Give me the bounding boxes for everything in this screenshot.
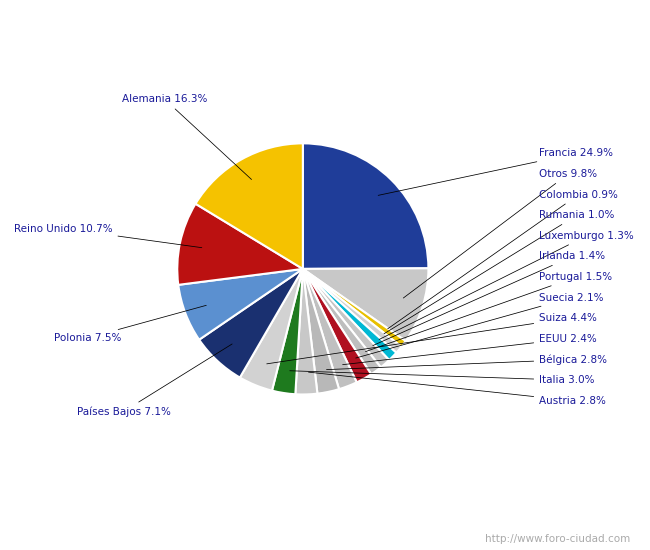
Wedge shape [272, 269, 303, 394]
Wedge shape [303, 269, 371, 382]
Wedge shape [303, 269, 389, 367]
Wedge shape [303, 269, 396, 360]
Text: http://www.foro-ciudad.com: http://www.foro-ciudad.com [486, 534, 630, 544]
Text: Italia 3.0%: Italia 3.0% [290, 371, 595, 385]
Text: Colombia 0.9%: Colombia 0.9% [387, 190, 618, 329]
Text: Otros 9.8%: Otros 9.8% [403, 169, 597, 298]
Wedge shape [303, 269, 357, 389]
Text: Alemania 16.3%: Alemania 16.3% [122, 94, 252, 179]
Text: Cullera - Turistas extranjeros según país - Abril de 2024: Cullera - Turistas extranjeros según paí… [133, 16, 517, 31]
Wedge shape [177, 204, 303, 285]
Text: Irlanda 1.4%: Irlanda 1.4% [373, 251, 605, 345]
Text: Francia 24.9%: Francia 24.9% [378, 148, 613, 195]
Text: Suiza 4.4%: Suiza 4.4% [266, 314, 597, 364]
Wedge shape [303, 144, 428, 269]
Wedge shape [196, 144, 303, 269]
Wedge shape [178, 269, 303, 340]
Text: Suecia 2.1%: Suecia 2.1% [356, 293, 604, 358]
Text: Portugal 1.5%: Portugal 1.5% [365, 272, 612, 351]
Wedge shape [303, 269, 339, 394]
Text: Polonia 7.5%: Polonia 7.5% [53, 305, 206, 343]
Text: Austria 2.8%: Austria 2.8% [309, 372, 606, 406]
Wedge shape [295, 269, 317, 394]
Wedge shape [240, 269, 303, 390]
Text: Luxemburgo 1.3%: Luxemburgo 1.3% [379, 231, 634, 339]
Text: Países Bajos 7.1%: Países Bajos 7.1% [77, 344, 232, 417]
Wedge shape [303, 269, 381, 374]
Text: EEUU 2.4%: EEUU 2.4% [343, 334, 597, 365]
Wedge shape [303, 268, 428, 341]
Wedge shape [199, 269, 303, 377]
Wedge shape [303, 269, 406, 346]
Text: Rumania 1.0%: Rumania 1.0% [384, 210, 615, 334]
Wedge shape [303, 269, 402, 353]
Text: Bélgica 2.8%: Bélgica 2.8% [326, 354, 607, 370]
Text: Reino Unido 10.7%: Reino Unido 10.7% [14, 223, 202, 248]
